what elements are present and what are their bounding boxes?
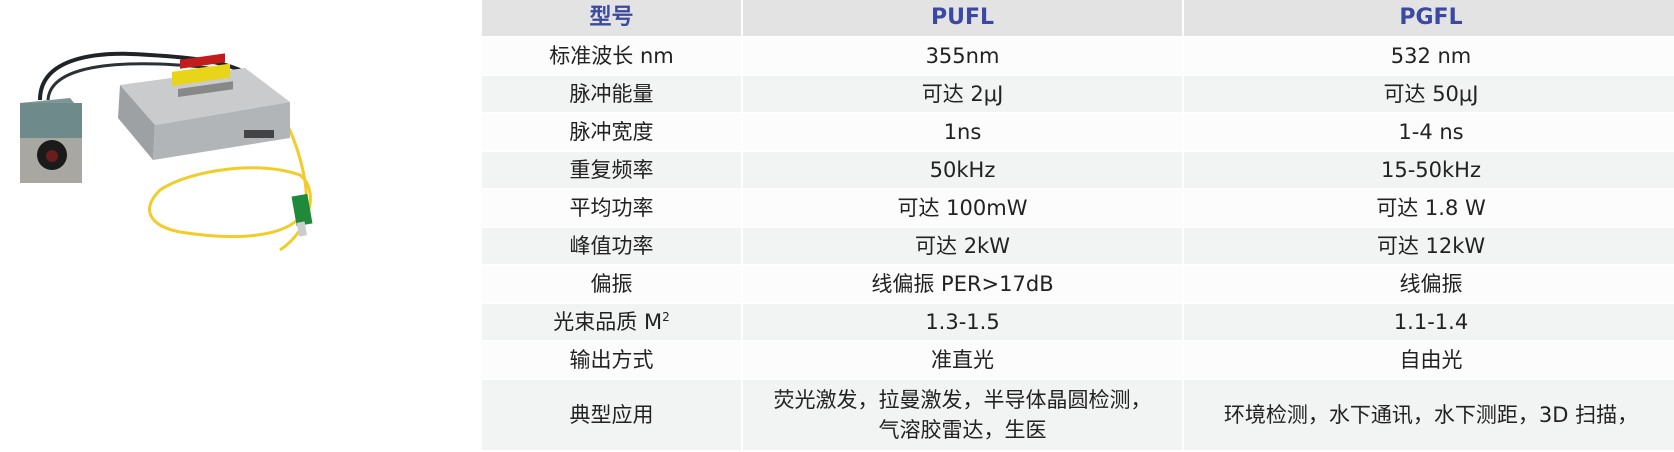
pgfl-value: 1-4 ns (1184, 114, 1674, 150)
pgfl-value: 可达 1.8 W (1184, 190, 1674, 226)
row-label: 典型应用 (482, 380, 741, 450)
pgfl-value: 自由光 (1184, 342, 1674, 378)
row-label: 输出方式 (482, 342, 741, 378)
row-label: 光束品质 M2 (482, 304, 741, 340)
pufl-value: 荧光激发，拉曼激发，半导体晶圆检测，气溶胶雷达，生医 (743, 380, 1182, 450)
spec-table: 型号 PUFL PGFL 标准波长 nm 355nm 532 nm 脉冲能量 可达 2… (480, 0, 1674, 452)
table-row: 输出方式 准直光 自由光 (482, 342, 1674, 378)
row-label: 标准波长 nm (482, 38, 741, 74)
pgfl-value: 可达 12kW (1184, 228, 1674, 264)
pgfl-value: 可达 50μJ (1184, 76, 1674, 112)
pufl-value: 准直光 (743, 342, 1182, 378)
table-row: 脉冲宽度 1ns 1-4 ns (482, 114, 1674, 150)
product-photo (20, 51, 313, 252)
table-row: 平均功率 可达 100mW 可达 1.8 W (482, 190, 1674, 226)
table-row: 典型应用 荧光激发，拉曼激发，半导体晶圆检测，气溶胶雷达，生医 环境检测，水下通讯，… (482, 380, 1674, 450)
header-pgfl: PGFL (1184, 0, 1674, 36)
row-label: 峰值功率 (482, 228, 741, 264)
pgfl-value: 532 nm (1184, 38, 1674, 74)
pufl-value: 355nm (743, 38, 1182, 74)
header-model: 型号 (482, 0, 741, 36)
pufl-value: 1ns (743, 114, 1182, 150)
table-row: 光束品质 M2 1.3-1.5 1.1-1.4 (482, 304, 1674, 340)
header-row: 型号 PUFL PGFL (482, 0, 1674, 36)
superscript: 2 (662, 310, 670, 324)
pufl-value: 1.3-1.5 (743, 304, 1182, 340)
table-row: 峰值功率 可达 2kW 可达 12kW (482, 228, 1674, 264)
pufl-value: 线偏振 PER>17dB (743, 266, 1182, 302)
pgfl-value: 15-50kHz (1184, 152, 1674, 188)
pgfl-value: 1.1-1.4 (1184, 304, 1674, 340)
row-label: 偏振 (482, 266, 741, 302)
row-label-text: 光束品质 M (553, 310, 663, 334)
table-row: 标准波长 nm 355nm 532 nm (482, 38, 1674, 74)
pgfl-value: 线偏振 (1184, 266, 1674, 302)
row-label: 平均功率 (482, 190, 741, 226)
table-row: 偏振 线偏振 PER>17dB 线偏振 (482, 266, 1674, 302)
table-row: 重复频率 50kHz 15-50kHz (482, 152, 1674, 188)
pufl-value: 可达 2μJ (743, 76, 1182, 112)
pgfl-value: 环境检测，水下通讯，水下测距，3D 扫描， (1184, 380, 1674, 450)
pufl-value: 50kHz (743, 152, 1182, 188)
row-label: 脉冲宽度 (482, 114, 741, 150)
row-label: 脉冲能量 (482, 76, 741, 112)
pufl-value: 可达 2kW (743, 228, 1182, 264)
pufl-value: 可达 100mW (743, 190, 1182, 226)
table-row: 脉冲能量 可达 2μJ 可达 50μJ (482, 76, 1674, 112)
header-pufl: PUFL (743, 0, 1182, 36)
row-label: 重复频率 (482, 152, 741, 188)
